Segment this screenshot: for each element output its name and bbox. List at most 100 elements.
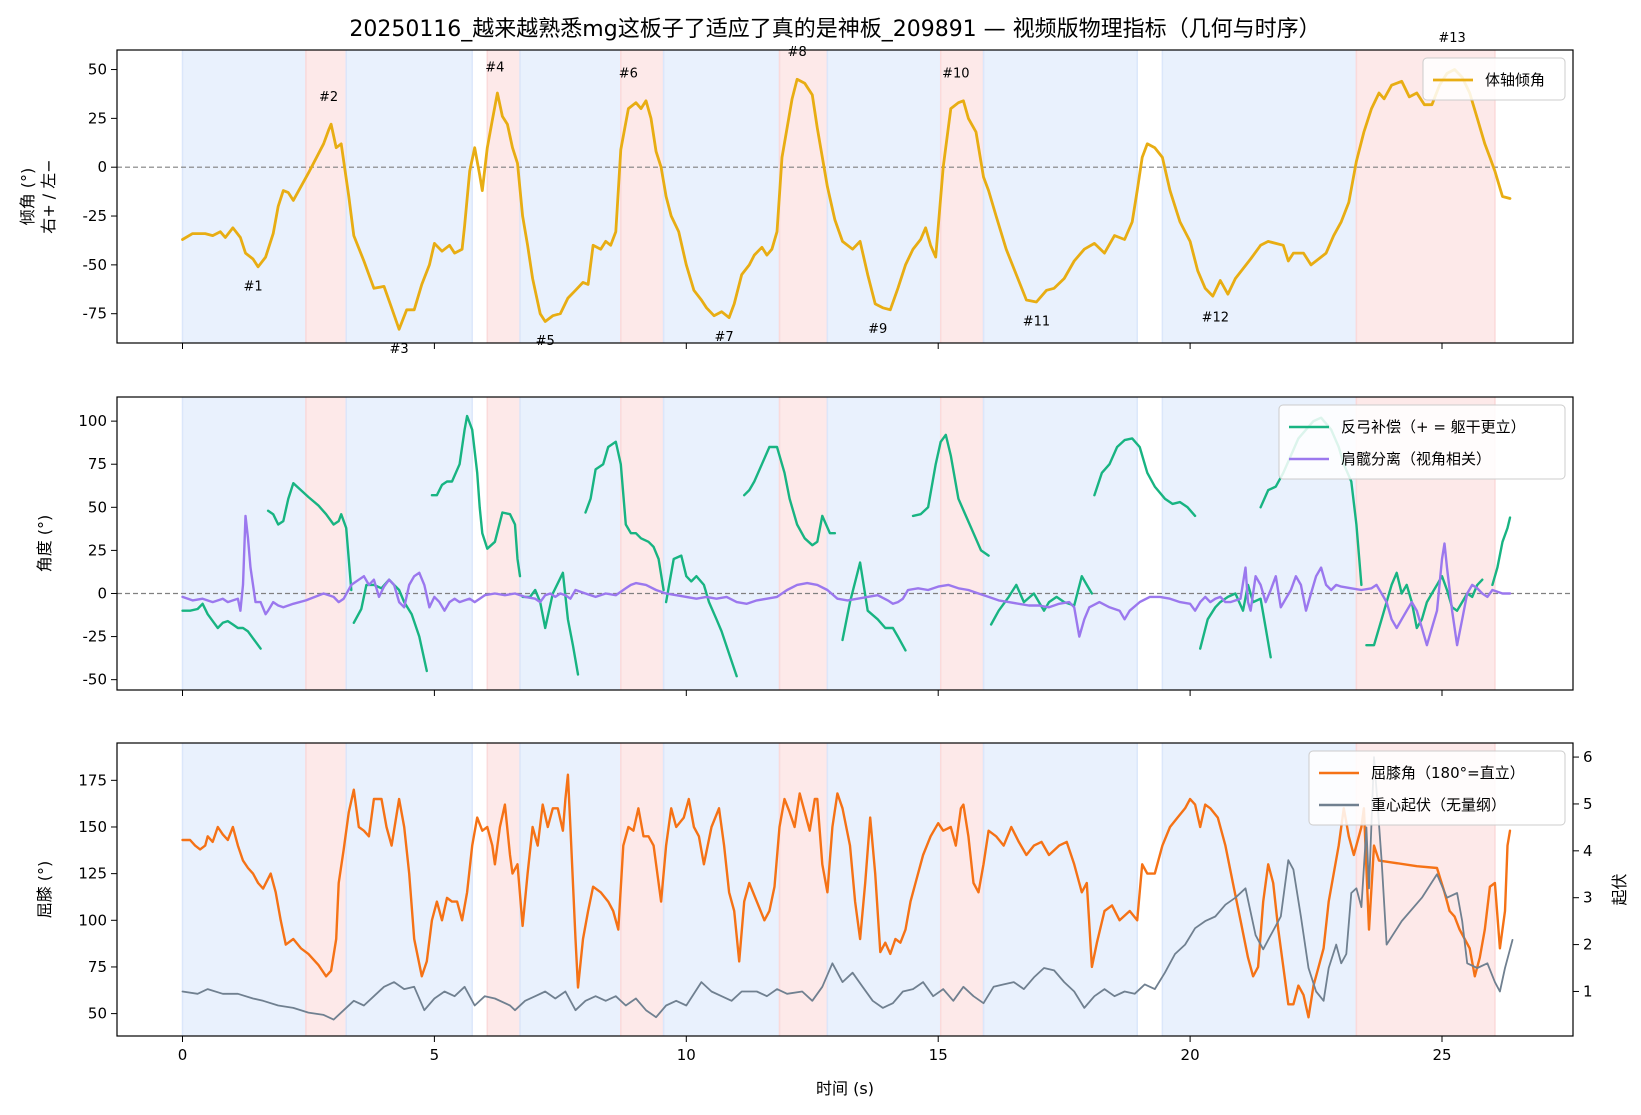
series-layer — [181, 414, 1512, 678]
phase-shading — [181, 397, 1496, 690]
y-tick-label: 50 — [88, 61, 107, 79]
phase-band-blue — [827, 397, 941, 690]
panel-2: 100 75 50 25 0 -25 -50 角度 (°) 反弓补偿（+ = 躯干更立） 肩髋分离… — [35, 396, 1574, 696]
phase-band-blue — [346, 50, 473, 343]
phase-band-red — [779, 743, 828, 1036]
event-marker-label: #9 — [868, 322, 887, 337]
legend-label: 重心起伏（无量纲） — [1371, 796, 1506, 814]
y-right-tick-label: 6 — [1583, 748, 1593, 766]
legend: 反弓补偿（+ = 躯干更立） 肩髋分离（视角相关） — [1278, 404, 1566, 480]
x-axis-label: 时间 (s) — [816, 1079, 874, 1098]
series-1-segment-1 — [181, 602, 262, 650]
phase-band-blue — [346, 397, 473, 690]
series-1-segment-6 — [584, 440, 665, 592]
event-marker-label: #12 — [1202, 311, 1229, 326]
x-tick-label: 10 — [677, 1046, 696, 1064]
phase-band-red — [620, 50, 664, 343]
panels-layer: #1#2#3#4#5#6#7#8#9#10#11 #12#1350250-25-5… — [18, 31, 1629, 1064]
event-marker-label: #4 — [485, 60, 504, 75]
series-2-segment-1 — [181, 514, 1512, 647]
y-right-tick-label: 2 — [1583, 936, 1593, 954]
legend-label: 体轴倾角 — [1485, 71, 1545, 89]
series-1-segment-7 — [664, 554, 738, 678]
phase-band-blue — [182, 743, 306, 1036]
phase-band-blue — [520, 743, 621, 1036]
y-right-tick-label: 3 — [1583, 889, 1593, 907]
phase-band-red — [305, 397, 347, 690]
y-tick-label: -25 — [83, 628, 108, 646]
y-tick-label: 75 — [88, 958, 107, 976]
phase-band-blue — [663, 50, 780, 343]
y-tick-label: 75 — [88, 455, 107, 473]
event-marker-label: #5 — [536, 334, 555, 349]
legend: 屈膝角（180°=直立） 重心起伏（无量纲） — [1308, 750, 1566, 826]
series-1-segment-1 — [181, 68, 1512, 331]
y-axis-label: 角度 (°) — [35, 515, 54, 573]
phase-band-blue — [663, 397, 780, 690]
phase-band-blue — [520, 50, 621, 343]
legend-box — [1278, 404, 1566, 480]
phase-band-red — [305, 743, 347, 1036]
panel-1: #1 #2 #3 #4 #5 #6 #7 #8 #9 #10 #11 #12 #13 50 25 0 -25 -5… — [18, 31, 1574, 357]
y-tick-label: 50 — [88, 498, 107, 516]
y-axis-label-secondary: 右+ / 左− — [39, 159, 58, 233]
event-marker-label: #3 — [390, 342, 409, 357]
series-1-segment-10 — [911, 433, 990, 557]
event-marker-label: #11 — [1023, 314, 1050, 329]
y-tick-label: 0 — [97, 584, 107, 602]
panel-3: 0 5 10 15 20 25 175 150 125 100 75 50 1 2 3 4 5 6 起伏 屈膝 (°)… — [35, 742, 1629, 1064]
y-tick-label: 175 — [78, 771, 107, 789]
phase-band-red — [487, 50, 521, 343]
x-tick-label: 0 — [178, 1046, 188, 1064]
legend-label: 屈膝角（180°=直立） — [1371, 764, 1525, 782]
legend-label: 反弓补偿（+ = 躯干更立） — [1341, 418, 1526, 436]
series-1-segment-12 — [1093, 437, 1197, 518]
event-marker-label: #6 — [619, 66, 638, 81]
phase-band-blue — [1162, 50, 1357, 343]
event-marker-label: #1 — [243, 279, 262, 294]
y-tick-label: 150 — [78, 818, 107, 836]
y-tick-label: 0 — [97, 158, 107, 176]
series-1-segment-4 — [430, 414, 522, 578]
event-marker-label: #13 — [1438, 31, 1465, 46]
phase-band-red — [779, 50, 828, 343]
y-tick-label: -50 — [83, 256, 108, 274]
y-axis-label: 屈膝 (°) — [35, 861, 54, 919]
y-right-tick-label: 5 — [1583, 795, 1593, 813]
x-tick-label: 20 — [1181, 1046, 1200, 1064]
x-tick-label: 15 — [929, 1046, 948, 1064]
phase-band-red — [487, 743, 521, 1036]
phase-band-red — [305, 50, 347, 343]
y-tick-label: 25 — [88, 109, 107, 127]
y-tick-label: 25 — [88, 541, 107, 559]
y-right-tick-label: 1 — [1583, 982, 1593, 1000]
legend: 体轴倾角 — [1422, 57, 1566, 101]
series-1-segment-1 — [181, 773, 1512, 1019]
event-marker-label: #8 — [788, 45, 807, 60]
y-tick-label: 125 — [78, 865, 107, 883]
phase-shading — [181, 50, 1496, 343]
y-tick-label: -25 — [83, 207, 108, 225]
series-layer — [181, 756, 1514, 1021]
axes-frame — [116, 396, 1574, 691]
series-1-segment-5 — [521, 571, 580, 676]
chart-title: 20250116_越来越熟悉mg这板子了适应了真的是神板_209891 — 视频… — [349, 17, 1320, 42]
phase-band-blue — [983, 743, 1138, 1036]
legend-box — [1422, 57, 1566, 101]
phase-band-red — [620, 397, 664, 690]
series-layer — [181, 68, 1512, 331]
phase-band-blue — [663, 743, 780, 1036]
phase-band-blue — [827, 50, 941, 343]
y-right-tick-label: 4 — [1583, 842, 1593, 860]
series-1-segment-9 — [841, 561, 907, 652]
event-marker-label: #2 — [319, 90, 338, 105]
y-tick-label: 100 — [78, 412, 107, 430]
phase-band-red — [940, 50, 984, 343]
series-1-segment-15 — [1365, 571, 1484, 647]
phase-band-blue — [983, 50, 1138, 343]
y-tick-label: 50 — [88, 1005, 107, 1023]
series-1-segment-2 — [266, 482, 353, 592]
axes-frame — [116, 742, 1574, 1037]
x-tick-label: 5 — [430, 1046, 440, 1064]
y-tick-label: -50 — [83, 671, 108, 689]
